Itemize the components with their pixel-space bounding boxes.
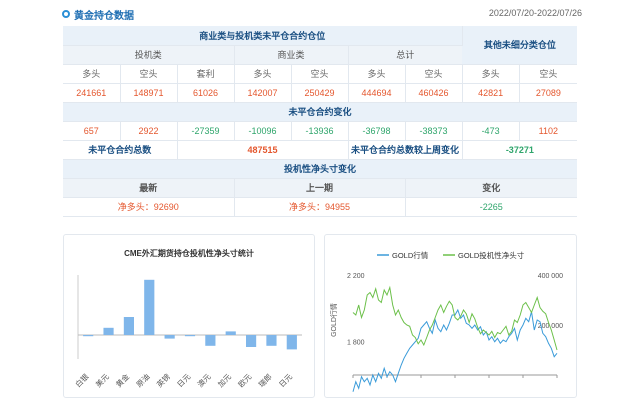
bar [205, 335, 216, 346]
left-tick-label: 2 200 [347, 273, 365, 280]
x-tick-label: 澳元 [195, 371, 213, 389]
title-bullet-icon [62, 10, 70, 18]
bar [144, 279, 155, 335]
change-cell: -36798 [348, 121, 406, 141]
col-label: 空头 [405, 64, 463, 84]
x-tick-label: 加元 [215, 371, 233, 389]
page-title: 黄金持仓数据 [74, 11, 134, 22]
value-cell: 42821 [462, 83, 520, 103]
col-label: 多头 [462, 64, 520, 84]
positions-table: 商业类与投机类未平仓合约仓位 其他未细分类仓位 投机类 商业类 总计 多头 空头… [63, 26, 578, 217]
total-header: 总计 [348, 45, 463, 65]
net-change-value: -2265 [405, 197, 578, 217]
oi-change-label: 未平仓合约总数较上周变化 [348, 140, 463, 160]
value-cell: 460426 [405, 83, 463, 103]
change-cell: -473 [462, 121, 520, 141]
value-cell: 142007 [234, 83, 292, 103]
x-tick-label: 白银 [73, 371, 91, 389]
x-tick-label: 原油 [134, 371, 152, 389]
change-cell: -13936 [291, 121, 349, 141]
col-label: 多头 [348, 64, 406, 84]
net-change-header: 变化 [405, 178, 578, 198]
change-row: 657 2922 -27359 -10096 -13936 -36798 -38… [63, 121, 578, 141]
value-cell: 148971 [120, 83, 178, 103]
col-label: 空头 [120, 64, 178, 84]
bar [246, 335, 257, 347]
x-tick-label: 日元 [277, 372, 294, 389]
legend-label: GOLD行情 [392, 250, 429, 260]
change-cell: 2922 [120, 121, 178, 141]
positions-row: 241661 148971 61026 142007 250429 444694… [63, 83, 578, 103]
change-cell: 657 [63, 121, 121, 141]
change-header: 未平仓合约变化 [63, 102, 578, 122]
bar [123, 317, 134, 335]
x-tick-label: 黄金 [114, 371, 132, 389]
col-label: 多头 [234, 64, 292, 84]
net-prev-header: 上一期 [234, 178, 406, 198]
series-line [352, 285, 558, 351]
value-cell: 444694 [348, 83, 406, 103]
change-cell: 1102 [519, 121, 578, 141]
net-latest-value: 净多头：92690 [63, 197, 235, 217]
x-tick-label: 欧元 [236, 371, 254, 389]
comm-header: 商业类 [234, 45, 349, 65]
spec-header: 投机类 [63, 45, 235, 65]
bar [164, 335, 175, 339]
oi-change-value: -37271 [462, 140, 578, 160]
value-cell: 250429 [291, 83, 349, 103]
bar [286, 335, 297, 350]
value-cell: 61026 [177, 83, 235, 103]
change-cell: -38373 [405, 121, 463, 141]
col-label: 套利 [177, 64, 235, 84]
commercial-spec-header: 商业类与投机类未平仓合约仓位 [63, 26, 463, 46]
col-label: 多头 [63, 64, 121, 84]
y-axis-label: GOLD行情 [329, 303, 338, 337]
net-position-header: 投机性净头寸变化 [63, 159, 578, 179]
oi-total-value: 487515 [177, 140, 349, 160]
bar [266, 335, 277, 346]
right-tick-label: 400 000 [538, 273, 563, 280]
x-tick-label: 美元 [93, 371, 111, 389]
bar [184, 335, 196, 337]
change-cell: -27359 [177, 121, 235, 141]
chart-title: CME外汇期货持仓投机性净头寸统计 [124, 248, 254, 258]
legend-label: GOLD投机性净头寸 [458, 250, 525, 260]
value-cell: 241661 [63, 83, 121, 103]
bar [225, 331, 236, 335]
x-tick-label: 英镑 [154, 371, 172, 389]
header: 黄金持仓数据 2022/07/20-2022/07/26 [62, 6, 582, 22]
date-range: 2022/07/20-2022/07/26 [488, 8, 582, 18]
other-positions-header: 其他未细分类仓位 [462, 26, 578, 65]
oi-total-label: 未平仓合约总数 [63, 140, 178, 160]
bar [83, 335, 94, 337]
position-type-row: 多头 空头 套利 多头 空头 多头 空头 多头 空头 [63, 64, 578, 84]
net-latest-header: 最新 [63, 178, 235, 198]
gold-price-panel: GOLD行情 GOLD投机性净头寸 2 200 1 800 400 000 200 000… [324, 234, 577, 398]
x-tick-label: 日元 [175, 372, 192, 389]
change-cell: -10096 [234, 121, 292, 141]
x-tick-label: 瑞郎 [256, 371, 274, 389]
bar [103, 327, 114, 335]
net-value-row: 净多头：92690 净多头：94955 -2265 [63, 197, 578, 217]
series-line [352, 308, 558, 392]
net-prev-value: 净多头：94955 [234, 197, 406, 217]
value-cell: 27089 [519, 83, 578, 103]
net-header-row: 最新 上一期 变化 [63, 178, 578, 198]
col-label: 空头 [519, 64, 578, 84]
left-tick-label: 1 800 [347, 340, 365, 347]
col-label: 空头 [291, 64, 349, 84]
cme-net-position-panel: CME外汇期货持仓投机性净头寸统计 白银 美元 黄金 原油 英镑 日元 澳元 加元 欧元 瑞郎 日元 [63, 234, 315, 398]
open-interest-row: 未平仓合约总数 487515 未平仓合约总数较上周变化 -37271 [63, 140, 578, 160]
